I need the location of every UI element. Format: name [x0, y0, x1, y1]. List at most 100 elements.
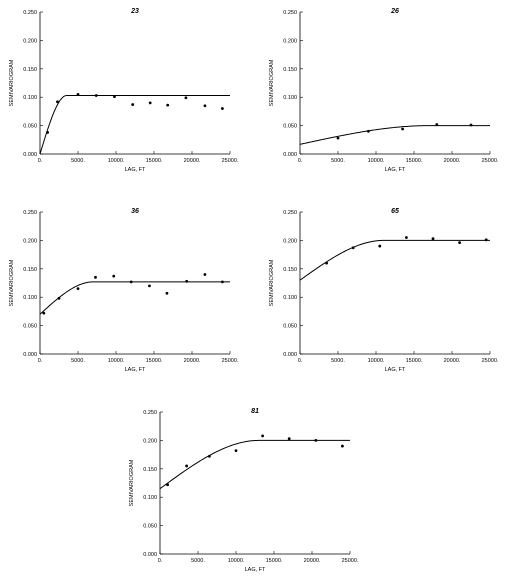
y-tick-label: 0.150	[23, 67, 37, 73]
data-point	[185, 464, 188, 468]
x-tick-label: 25000.	[222, 358, 239, 364]
chart-title: 65	[391, 208, 399, 215]
y-tick-label: 0.150	[143, 467, 157, 473]
semivariogram-panel-65: 0.000 0.050 0.100 0.150 0.200 0.250 0. 5000. 100…	[260, 204, 500, 384]
x-axis-label: LAG, FT	[125, 167, 146, 173]
chart-svg-36: 0.000 0.050 0.100 0.150 0.200 0.250 0. 5000. 100…	[9, 208, 239, 373]
data-point	[484, 238, 488, 242]
x-axis-label: LAG, FT	[125, 367, 146, 373]
x-tick-label: 25000.	[222, 158, 239, 164]
y-tick-label: 0.100	[283, 295, 297, 301]
data-point	[57, 296, 61, 300]
x-tick-label: 20000.	[444, 158, 461, 164]
y-tick-label: 0.000	[143, 552, 157, 558]
y-tick-label: 0.100	[143, 495, 157, 501]
model-curve	[159, 439, 350, 490]
model-curve	[39, 281, 230, 315]
y-axis-label: SEMIVARIOGRAM	[129, 459, 135, 506]
y-tick-label: 0.100	[23, 95, 37, 101]
y-tick-label: 0.150	[23, 267, 37, 273]
y-tick-label: 0.050	[283, 124, 297, 130]
x-axis-label: LAG, FT	[385, 367, 406, 373]
y-tick-label: 0.000	[283, 352, 297, 358]
x-tick-label: 25000.	[342, 558, 359, 564]
x-tick-label: 10000.	[368, 358, 385, 364]
data-point	[185, 279, 189, 283]
chart-title: 81	[251, 408, 259, 415]
y-tick-label: 0.200	[283, 38, 297, 44]
data-point	[458, 241, 461, 245]
data-point	[351, 246, 355, 250]
y-axis-label: SEMIVARIOGRAM	[269, 59, 275, 106]
data-point	[148, 101, 152, 105]
y-tick-label: 0.100	[283, 95, 297, 101]
x-tick-label: 5000.	[71, 158, 85, 164]
x-tick-label: 25000.	[482, 158, 499, 164]
data-point	[431, 237, 435, 241]
chart-svg-23: 0.000 0.050 0.100 0.150 0.200 0.250 0. 5000. 100…	[9, 8, 239, 173]
semivariogram-panel-36: 0.000 0.050 0.100 0.150 0.200 0.250 0. 5000. 100…	[0, 204, 240, 384]
y-tick-label: 0.200	[23, 238, 37, 244]
x-tick-label: 20000.	[444, 358, 461, 364]
y-tick-label: 0.000	[283, 152, 297, 158]
x-tick-label: 10000.	[368, 158, 385, 164]
x-tick-label: 5000.	[331, 158, 345, 164]
data-point	[166, 103, 170, 107]
data-point	[148, 284, 151, 288]
y-tick-label: 0.050	[23, 124, 37, 130]
data-point	[401, 127, 404, 131]
x-tick-label: 15000.	[406, 358, 423, 364]
y-tick-label: 0.050	[23, 324, 37, 330]
y-tick-label: 0.250	[143, 410, 157, 416]
x-axis-label: LAG, FT	[385, 167, 406, 173]
y-tick-label: 0.150	[283, 267, 297, 273]
x-tick-label: 15000.	[146, 158, 163, 164]
semivariogram-panel-26: 0.000 0.050 0.100 0.150 0.200 0.250 0. 5000. 100…	[260, 4, 500, 184]
data-point	[341, 444, 344, 448]
x-tick-label: 0.	[158, 558, 163, 564]
x-tick-label: 0.	[298, 158, 303, 164]
data-point	[405, 236, 408, 239]
chart-title: 26	[390, 8, 399, 15]
y-tick-label: 0.250	[23, 210, 37, 216]
x-tick-label: 20000.	[184, 358, 201, 364]
y-tick-label: 0.250	[283, 10, 297, 16]
x-tick-label: 10000.	[228, 558, 245, 564]
data-point	[314, 439, 318, 442]
y-tick-label: 0.050	[283, 324, 297, 330]
y-tick-label: 0.250	[23, 10, 37, 16]
data-point	[203, 273, 207, 276]
x-tick-label: 5000.	[331, 358, 345, 364]
x-tick-label: 0.	[298, 358, 303, 364]
chart-title: 23	[130, 8, 139, 15]
y-tick-label: 0.100	[23, 295, 37, 301]
x-tick-label: 0.	[38, 358, 43, 364]
data-point	[435, 123, 439, 126]
chart-svg-26: 0.000 0.050 0.100 0.150 0.200 0.250 0. 5000. 100…	[269, 8, 499, 173]
data-point	[56, 100, 59, 104]
data-point	[221, 280, 224, 284]
y-axis-label: SEMIVARIOGRAM	[9, 59, 15, 106]
data-point	[203, 104, 207, 108]
chart-title: 36	[131, 208, 139, 215]
y-tick-label: 0.200	[23, 38, 37, 44]
data-point	[94, 275, 97, 279]
data-point	[76, 287, 80, 291]
y-tick-label: 0.050	[143, 524, 157, 530]
x-tick-label: 20000.	[184, 158, 201, 164]
data-point	[166, 483, 169, 487]
semivariogram-panel-23: 0.000 0.050 0.100 0.150 0.200 0.250 0. 5000. 100…	[0, 4, 240, 184]
data-point	[336, 136, 340, 140]
data-point	[325, 261, 328, 265]
data-point	[184, 96, 188, 100]
data-point	[378, 244, 382, 248]
y-tick-label: 0.150	[283, 67, 297, 73]
data-point	[469, 123, 473, 127]
x-tick-label: 25000.	[482, 358, 499, 364]
data-point	[76, 92, 80, 96]
y-tick-label: 0.200	[283, 238, 297, 244]
chart-svg-81: 0.000 0.050 0.100 0.150 0.200 0.250 0. 5000. 100…	[129, 408, 359, 573]
chart-svg-65: 0.000 0.050 0.100 0.150 0.200 0.250 0. 5000. 100…	[269, 208, 499, 373]
data-point	[94, 94, 98, 97]
data-point	[112, 274, 116, 278]
